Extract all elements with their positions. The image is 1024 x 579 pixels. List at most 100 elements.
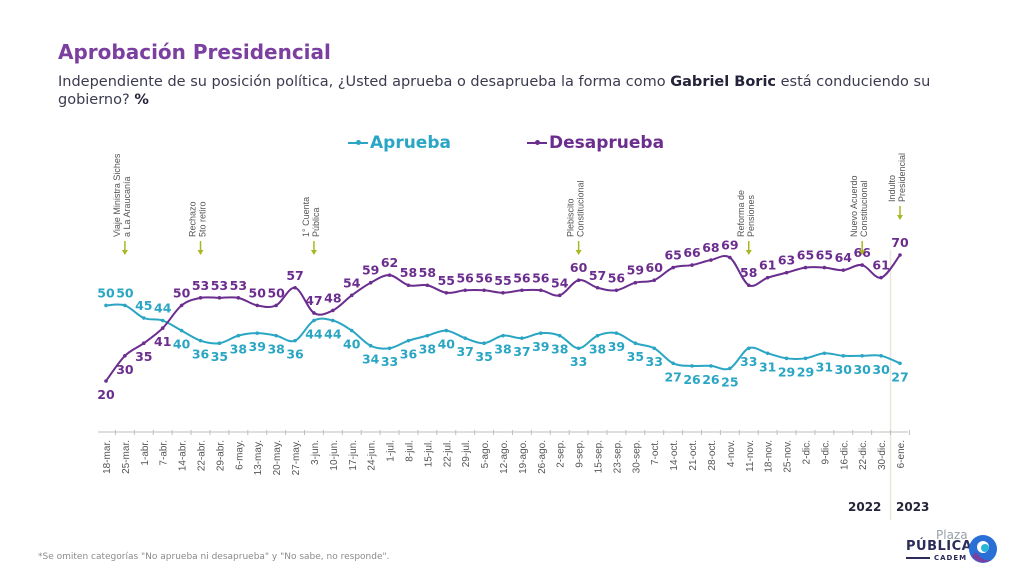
data-label-aprueba: 39 [249,339,266,354]
event-arrow-head [310,250,317,255]
x-tick-label: 10-jun. [329,440,340,471]
data-label-desaprueba: 56 [513,270,531,285]
data-label-aprueba: 37 [513,344,530,359]
x-tick-label: 22-jul. [442,440,453,467]
data-point-desaprueba [765,275,770,280]
data-point-desaprueba [236,296,241,300]
data-label-aprueba: 50 [97,285,115,300]
data-point-aprueba [671,361,675,366]
data-label-desaprueba: 58 [740,265,757,280]
data-point-aprueba [142,316,146,320]
data-label-aprueba: 31 [816,359,833,374]
data-label-desaprueba: 53 [192,278,209,293]
event-annotation-label: 1° Cuenta [301,197,311,237]
data-point-desaprueba [501,291,505,295]
event-annotation-label: Presidencial [897,153,907,202]
x-tick-label: 3-jun. [310,440,321,465]
data-point-aprueba [387,346,392,351]
event-arrow-head [575,250,582,255]
x-tick-label: 20-may. [272,440,283,475]
data-label-aprueba: 40 [173,337,191,352]
event-annotation-label: Reforma de [736,190,746,237]
data-point-aprueba [633,341,638,346]
data-label-aprueba: 35 [475,349,492,364]
data-point-desaprueba [671,265,675,270]
data-point-desaprueba [860,263,864,267]
event-annotation-label: Constitucional [859,180,869,237]
legend-label-desaprueba: Desaprueba [549,133,665,153]
data-label-aprueba: 38 [267,342,284,357]
x-tick-label: 2-dic. [801,440,812,464]
data-point-aprueba [860,354,864,358]
data-label-desaprueba: 53 [211,278,228,293]
data-point-desaprueba [217,296,222,300]
data-point-desaprueba [387,273,392,277]
legend-item-aprueba: Aprueba [348,133,451,153]
chart-title: Aprobación Presidencial [58,40,331,64]
x-tick-label: 28-oct. [707,440,718,471]
data-point-aprueba [198,338,203,343]
data-point-aprueba [179,328,184,333]
data-label-aprueba: 38 [494,342,511,357]
data-point-aprueba [784,356,789,361]
data-point-desaprueba [728,255,732,260]
x-tick-label: 9-dic. [820,440,831,464]
data-point-aprueba [123,303,127,308]
data-label-desaprueba: 48 [324,290,341,305]
data-point-aprueba [331,318,335,323]
data-point-aprueba [520,336,524,340]
data-label-aprueba: 33 [381,354,398,369]
data-point-aprueba [576,346,581,351]
x-tick-label: 18-mar. [102,440,113,474]
data-label-desaprueba: 56 [608,270,626,285]
data-point-desaprueba [576,278,581,283]
data-point-desaprueba [614,288,619,293]
x-tick-label: 8-jul. [404,440,415,462]
data-label-desaprueba: 64 [835,250,853,265]
data-label-desaprueba: 57 [286,268,303,283]
data-label-aprueba: 40 [438,337,456,352]
logo-text-publica: PÚBLICA [906,539,973,554]
x-tick-label: 22-abr. [197,440,208,471]
logo-speech-bubble-icon [969,535,997,563]
x-tick-label: 26-ago. [537,440,548,474]
event-arrow-head [121,250,128,255]
data-point-aprueba [217,341,222,346]
data-point-desaprueba [331,308,335,313]
data-label-desaprueba: 58 [400,265,417,280]
data-label-desaprueba: 66 [683,245,701,260]
year-label-2022: 2022 [848,500,882,514]
x-tick-label: 14-oct. [669,440,680,471]
x-tick-label: 7-abr. [159,440,170,466]
data-label-aprueba: 29 [797,364,814,379]
data-point-aprueba [595,333,600,338]
x-tick-label: 11-nov. [745,440,756,472]
data-point-aprueba [482,341,486,346]
x-tick-label: 15-sep. [594,440,605,473]
data-point-desaprueba [652,278,657,283]
data-point-desaprueba [520,288,524,293]
data-label-desaprueba: 53 [230,278,247,293]
data-point-desaprueba [198,296,203,300]
data-label-desaprueba: 65 [664,248,681,263]
data-label-desaprueba: 58 [419,265,436,280]
data-label-desaprueba: 60 [646,260,664,275]
x-tick-label: 2-sep. [556,440,567,468]
x-tick-label: 21-oct. [688,440,699,471]
data-label-aprueba: 44 [154,301,172,316]
x-tick-label: 19-ago. [518,440,529,474]
x-tick-label: 12-ago. [499,440,510,474]
x-tick-label: 24-jun. [367,440,378,471]
data-point-desaprueba [557,293,562,298]
data-point-desaprueba [463,288,467,293]
data-label-desaprueba: 62 [381,255,398,270]
data-point-aprueba [822,351,827,356]
data-point-aprueba [539,331,543,335]
event-annotation-label: Viaje Ministra Siches [112,153,122,237]
event-arrow-head [859,250,866,255]
logo-text-cadem: CADEM [934,554,968,562]
data-point-aprueba [425,333,430,338]
x-tick-label: 29-jul. [461,440,472,467]
data-label-aprueba: 44 [324,327,342,342]
